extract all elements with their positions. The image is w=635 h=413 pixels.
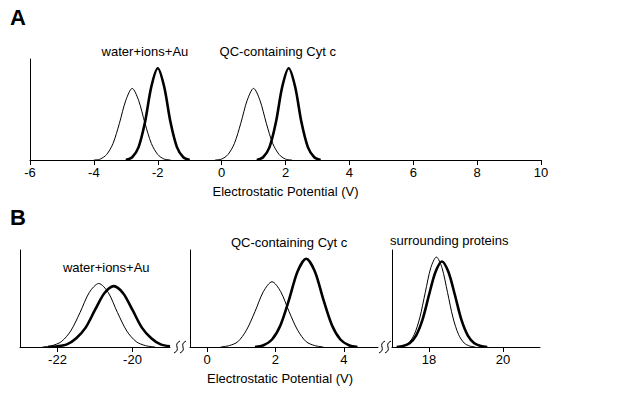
svg-text:-20: -20 [123,352,142,367]
svg-text:0: 0 [203,352,210,367]
svg-text:2: 2 [272,352,279,367]
svg-text:2: 2 [282,165,289,180]
svg-text:Electrostatic Potential (V): Electrostatic Potential (V) [207,371,353,386]
svg-text:8: 8 [474,165,481,180]
svg-text:-6: -6 [24,165,36,180]
svg-text:20: 20 [496,352,510,367]
svg-text:water+ions+Au: water+ions+Au [101,44,189,59]
svg-text:QC-containing Cyt c: QC-containing Cyt c [220,44,337,59]
svg-text:surrounding proteins: surrounding proteins [390,233,509,248]
svg-text:A: A [10,5,26,30]
svg-text:4: 4 [346,165,353,180]
svg-text:-22: -22 [48,352,67,367]
svg-text:4: 4 [340,352,347,367]
svg-text:-2: -2 [152,165,164,180]
svg-text:10: 10 [534,165,548,180]
svg-text:Electrostatic Potential (V): Electrostatic Potential (V) [213,184,359,199]
svg-text:-4: -4 [88,165,100,180]
svg-text:QC-containing Cyt c: QC-containing Cyt c [231,235,348,250]
svg-text:0: 0 [218,165,225,180]
svg-text:water+ions+Au: water+ions+Au [62,260,150,275]
svg-text:18: 18 [422,352,436,367]
svg-text:B: B [10,205,26,230]
svg-text:6: 6 [410,165,417,180]
